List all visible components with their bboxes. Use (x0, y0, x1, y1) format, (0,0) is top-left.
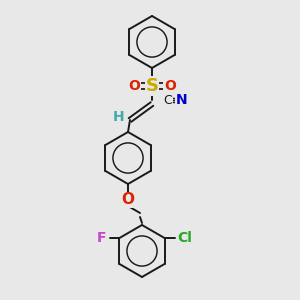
Text: O: O (164, 79, 176, 93)
Text: O: O (128, 79, 140, 93)
Text: N: N (176, 93, 188, 107)
Text: C: C (164, 94, 172, 106)
Text: S: S (146, 77, 158, 95)
Text: H: H (113, 110, 125, 124)
Text: O: O (122, 193, 134, 208)
Text: F: F (97, 231, 106, 245)
Text: Cl: Cl (177, 231, 192, 245)
